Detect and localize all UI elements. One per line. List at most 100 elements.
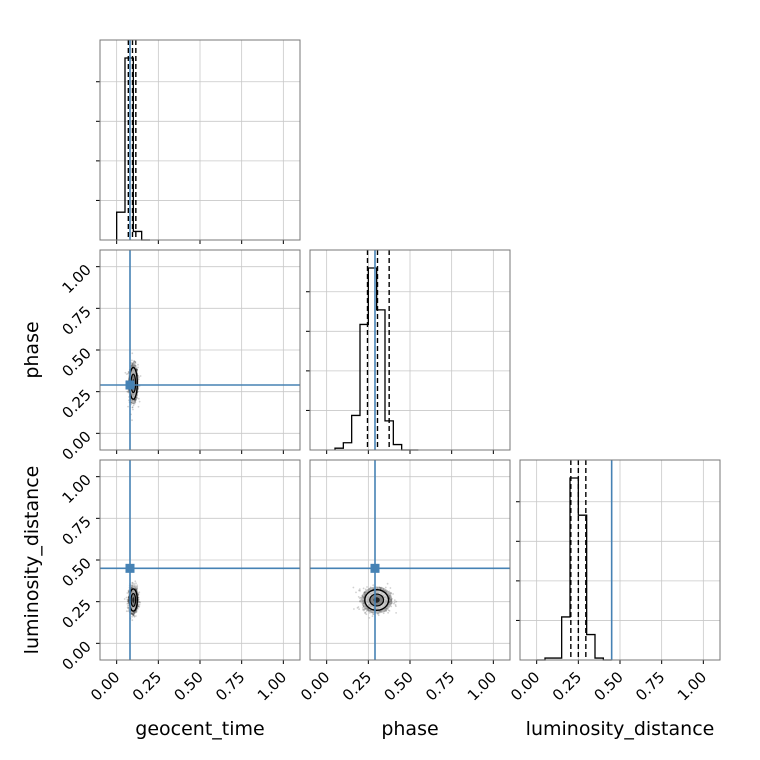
scatter-point — [376, 587, 379, 589]
x-tick-label: 1.00 — [254, 668, 290, 704]
scatter-point — [133, 364, 135, 367]
scatter-point — [363, 609, 365, 612]
scatter-point — [362, 599, 364, 602]
scatter-point — [392, 593, 394, 595]
scatter-point — [137, 366, 139, 369]
scatter-point — [364, 588, 367, 591]
scatter-point — [390, 605, 393, 608]
scatter-point — [390, 598, 392, 601]
x-tick-label: 0.00 — [87, 668, 123, 704]
y-tick-label: 0.50 — [58, 554, 94, 590]
scatter-point — [389, 602, 392, 605]
y-tick-label: 0.50 — [58, 344, 94, 380]
x-tick-label: 0.25 — [129, 668, 165, 704]
scatter-point — [363, 593, 366, 596]
scatter-point — [357, 596, 360, 598]
scatter-point — [130, 586, 133, 589]
scatter-point — [133, 611, 136, 614]
x-tick-label: 0.25 — [339, 668, 375, 704]
y-tick-label: 0.25 — [58, 386, 94, 422]
scatter-point — [131, 613, 134, 616]
scatter-point — [390, 602, 393, 605]
scatter-point — [368, 609, 370, 611]
scatter-point — [390, 592, 393, 595]
scatter-point — [131, 584, 134, 587]
scatter-point — [380, 610, 382, 612]
scatter-point — [358, 597, 361, 599]
scatter-point — [137, 601, 140, 604]
scatter-point — [390, 599, 392, 602]
scatter-point — [131, 586, 133, 589]
scatter-point — [361, 607, 364, 609]
scatter-point — [135, 615, 137, 617]
scatter-point — [370, 611, 373, 614]
scatter-point — [134, 362, 137, 365]
scatter-point — [134, 610, 137, 613]
scatter-point — [363, 592, 366, 594]
scatter-point — [136, 587, 139, 590]
density-core — [132, 597, 135, 603]
scatter-point — [131, 359, 133, 362]
scatter-point — [127, 590, 130, 592]
scatter-point — [389, 587, 392, 589]
scatter-point — [131, 365, 134, 367]
scatter-point — [357, 606, 360, 608]
scatter-point — [127, 591, 130, 593]
y-tick-label: 0.75 — [58, 512, 94, 548]
scatter-point — [131, 406, 134, 409]
scatter-point — [135, 396, 138, 399]
scatter-point — [135, 586, 138, 588]
scatter-point — [388, 610, 391, 612]
scatter-point — [130, 361, 133, 364]
scatter-point — [355, 591, 357, 594]
x-tick-label: 0.25 — [549, 668, 585, 704]
scatter-point — [127, 610, 130, 612]
scatter-point — [359, 589, 361, 592]
scatter-point — [131, 352, 134, 355]
scatter-point — [136, 394, 139, 396]
scatter-point — [123, 598, 126, 600]
scatter-point — [130, 585, 133, 587]
scatter-point — [131, 363, 134, 366]
x-tick-label: 0.75 — [422, 668, 458, 704]
y-tick-label: 0.75 — [58, 302, 94, 338]
panel-frame — [99, 459, 301, 661]
scatter-point — [127, 600, 130, 603]
scatter-point — [385, 607, 388, 610]
scatter-point — [390, 599, 392, 601]
scatter-point — [132, 613, 135, 616]
scatter-point — [136, 369, 139, 372]
scatter-point — [136, 589, 138, 591]
scatter-point — [363, 608, 366, 611]
scatter-point — [137, 605, 140, 608]
y-tick-label: 0.00 — [58, 427, 94, 463]
scatter-point — [131, 363, 134, 365]
scatter-point — [385, 609, 388, 612]
scatter-point — [126, 606, 129, 609]
scatter-point — [126, 599, 129, 602]
scatter-point — [388, 595, 391, 598]
scatter-point — [137, 397, 140, 400]
scatter-point — [379, 588, 382, 590]
scatter-point — [137, 374, 140, 377]
histogram-step — [334, 267, 419, 451]
scatter-point — [131, 581, 134, 584]
scatter-point — [135, 368, 138, 371]
x-axis-label-phase: phase — [381, 718, 438, 740]
scatter-point — [134, 399, 136, 401]
scatter-point — [131, 402, 133, 404]
scatter-point — [126, 598, 129, 601]
scatter-point — [134, 587, 137, 590]
panel-frame — [99, 249, 301, 451]
scatter-point — [133, 611, 136, 614]
x-tick-label: 0.50 — [170, 668, 206, 704]
scatter-point — [393, 601, 396, 604]
scatter-point — [135, 611, 137, 614]
scatter-point — [127, 602, 130, 605]
scatter-point — [359, 600, 362, 603]
x-tick-label: 0.50 — [380, 668, 416, 704]
scatter-point — [137, 378, 140, 381]
scatter-point — [131, 615, 134, 618]
truth-marker — [370, 563, 380, 573]
scatter-point — [362, 597, 365, 599]
